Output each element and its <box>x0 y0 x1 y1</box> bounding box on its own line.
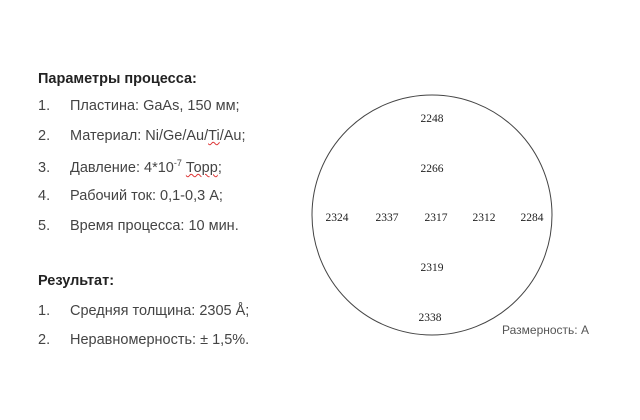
param-item: 5. Время процесса: 10 мин. <box>38 218 239 234</box>
result-title: Результат: <box>38 273 115 289</box>
wafer-point: 2312 <box>473 212 496 224</box>
item-number: 1. <box>38 98 51 114</box>
item-text: Материал: Ni/Ge/Au/ <box>70 128 209 144</box>
exponent: -7 <box>173 158 182 168</box>
item-number: 4. <box>38 188 51 204</box>
wafer-point: 2266 <box>421 163 444 175</box>
item-text: Средняя толщина: 2305 Å; <box>70 303 250 319</box>
wafer-point: 2248 <box>421 113 444 125</box>
wafer-point: 2337 <box>376 212 399 224</box>
spellcheck-word: Ti <box>208 128 220 144</box>
params-title: Параметры процесса: <box>38 71 197 87</box>
wafer-point: 2324 <box>326 212 349 224</box>
param-item: 3. Давление: 4*10-7 Торр; <box>38 158 222 176</box>
item-text: /Au; <box>219 128 246 144</box>
item-text: Рабочий ток: 0,1-0,3 А; <box>70 188 223 204</box>
param-item: 2. Материал: Ni/Ge/Au/Ti/Au; <box>38 128 245 144</box>
wafer-point: 2319 <box>421 262 444 274</box>
item-text: Давление: 4*10 <box>70 159 174 176</box>
spellcheck-word: Торр <box>185 159 218 176</box>
wafer-point: 2284 <box>521 212 544 224</box>
item-text: Время процесса: 10 мин. <box>70 218 239 234</box>
param-item: 1. Пластина: GaAs, 150 мм; <box>38 98 240 114</box>
item-text: ; <box>217 159 222 176</box>
unit-label: Размерность: А <box>502 323 589 337</box>
item-number: 2. <box>38 332 51 348</box>
item-number: 1. <box>38 303 51 319</box>
result-item: 1. Средняя толщина: 2305 Å; <box>38 303 249 319</box>
item-text: Пластина: GaAs, 150 мм; <box>70 98 240 114</box>
wafer-point: 2317 <box>425 212 448 224</box>
item-number: 3. <box>38 159 51 176</box>
item-text: Неравномерность: ± 1,5%. <box>70 332 250 348</box>
result-item: 2. Неравномерность: ± 1,5%. <box>38 332 249 348</box>
wafer-point: 2338 <box>419 312 442 324</box>
item-number: 2. <box>38 128 51 144</box>
wafer-outline <box>311 94 553 336</box>
item-number: 5. <box>38 218 51 234</box>
param-item: 4. Рабочий ток: 0,1-0,3 А; <box>38 188 223 204</box>
